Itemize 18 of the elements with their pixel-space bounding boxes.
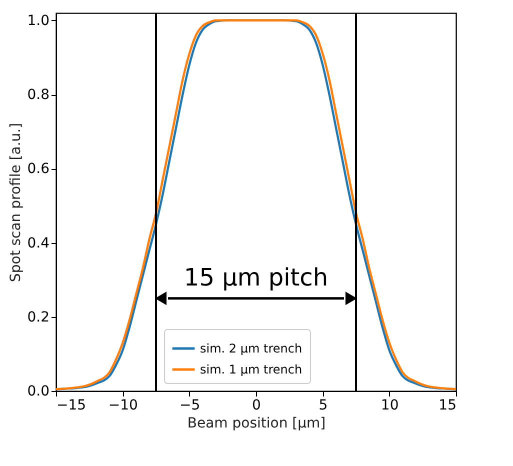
x-tick-label: 5 bbox=[318, 398, 328, 414]
legend-label: sim. 2 μm trench bbox=[200, 342, 302, 356]
y-tick-label: 0.6 bbox=[27, 161, 50, 178]
y-axis-title: Spot scan profile [a.u.] bbox=[8, 122, 24, 282]
y-tick-label: 0.2 bbox=[27, 309, 50, 326]
x-tick-label: −5 bbox=[180, 398, 200, 414]
x-tick-label: −10 bbox=[108, 398, 138, 414]
x-tick-label: 10 bbox=[380, 398, 399, 414]
annotation: 15 µm pitch bbox=[184, 263, 328, 292]
y-tick-label: 0.0 bbox=[27, 384, 50, 400]
x-tick-label: 15 bbox=[438, 398, 456, 414]
y-tick-label: 0.8 bbox=[27, 87, 50, 104]
y-tick-label: 0.4 bbox=[27, 235, 50, 252]
x-tick-label: 0 bbox=[252, 398, 261, 414]
x-tick-label: −15 bbox=[56, 398, 86, 414]
legend-label: sim. 1 μm trench bbox=[200, 362, 302, 376]
y-tick-label: 1.0 bbox=[27, 12, 50, 29]
x-axis-title: Beam position [μm] bbox=[187, 416, 326, 432]
